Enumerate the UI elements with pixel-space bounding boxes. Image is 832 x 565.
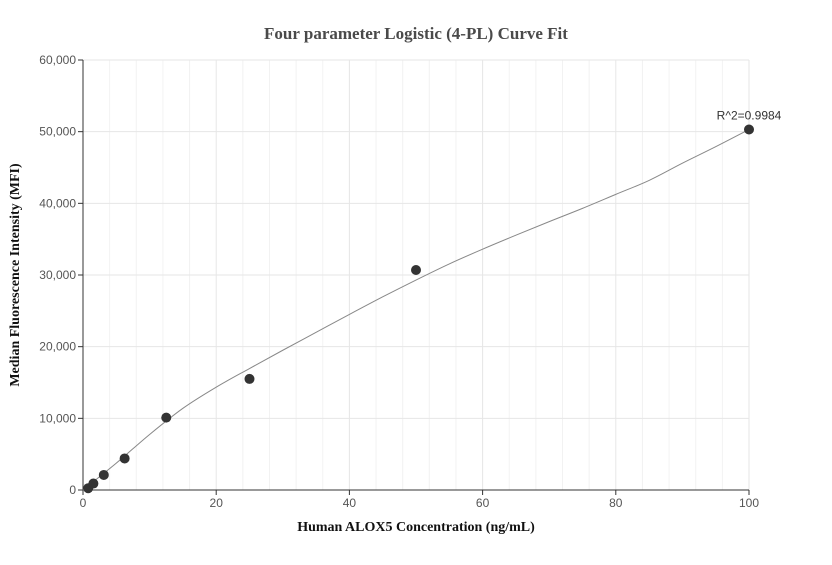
fit-curve — [82, 129, 750, 491]
y-axis-ticks: 0 10,000 20,000 30,000 40,000 50,000 60,000 — [39, 53, 83, 497]
data-points — [83, 124, 754, 494]
x-axis-title: Human ALOX5 Concentration (ng/mL) — [297, 520, 535, 535]
x-tick-label: 100 — [739, 496, 759, 510]
x-tick-label: 0 — [80, 496, 87, 510]
y-axis-title: Median Fluorescence Intensity (MFI) — [8, 163, 23, 387]
data-point — [88, 478, 99, 489]
x-axis-ticks: 0 20 40 60 80 100 — [80, 490, 759, 510]
y-tick-label: 30,000 — [39, 268, 76, 282]
r-squared-annotation: R^2=0.9984 — [717, 109, 782, 123]
data-point — [744, 124, 754, 135]
chart-title: Four parameter Logistic (4-PL) Curve Fit — [264, 24, 568, 43]
x-tick-label: 20 — [210, 496, 224, 510]
data-point — [161, 412, 172, 423]
data-point — [244, 373, 255, 384]
y-tick-label: 0 — [69, 483, 76, 497]
y-tick-label: 10,000 — [39, 411, 76, 425]
x-tick-label: 60 — [476, 496, 490, 510]
x-tick-label: 80 — [609, 496, 623, 510]
y-tick-label: 50,000 — [39, 125, 76, 139]
y-tick-label: 20,000 — [39, 340, 76, 354]
data-point — [411, 264, 421, 275]
grid — [82, 59, 750, 491]
data-point — [119, 453, 130, 464]
y-tick-label: 40,000 — [39, 196, 76, 210]
y-tick-label: 60,000 — [39, 53, 76, 67]
x-tick-label: 40 — [343, 496, 357, 510]
data-point — [98, 469, 109, 480]
